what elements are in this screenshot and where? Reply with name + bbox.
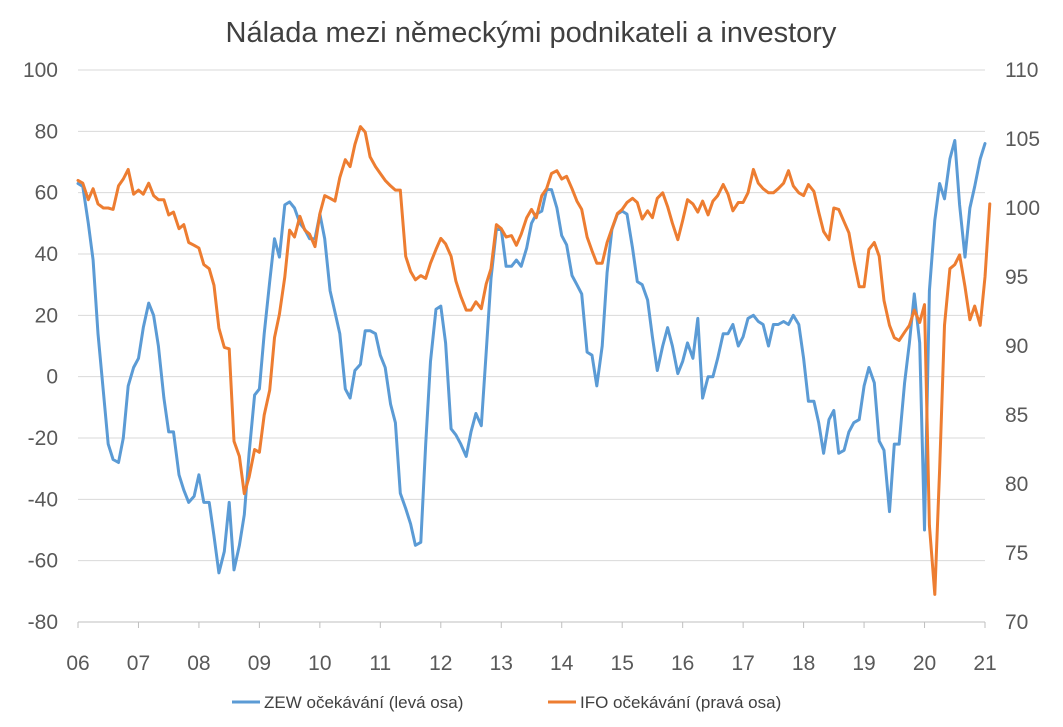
- x-tick-label: 19: [852, 652, 875, 675]
- x-tick-label: 13: [490, 652, 513, 675]
- right-tick-label: 70: [1005, 611, 1028, 634]
- right-tick-label: 80: [1005, 473, 1028, 496]
- x-tick-label: 20: [913, 652, 936, 675]
- left-tick-label: 60: [35, 182, 58, 205]
- left-tick-label: -60: [28, 550, 58, 573]
- chart-title: Nálada mezi německými podnikateli a inve…: [226, 17, 837, 49]
- series-line-1: [76, 125, 992, 596]
- x-tick-label: 06: [66, 652, 89, 675]
- left-tick-label: 80: [35, 120, 58, 143]
- right-tick-label: 75: [1005, 542, 1028, 565]
- left-tick-label: -40: [28, 488, 58, 511]
- left-tick-label: 100: [23, 59, 58, 82]
- x-tick-label: 09: [248, 652, 271, 675]
- left-tick-label: 0: [46, 366, 58, 389]
- right-tick-label: 85: [1005, 404, 1028, 427]
- x-tick-label: 16: [671, 652, 694, 675]
- legend-label-1: IFO očekávání (pravá osa): [580, 693, 781, 712]
- left-axis-ticks: 100 80 60 40 20 0 -20 -40 -60 -80: [23, 59, 58, 634]
- x-tick-label: 07: [127, 652, 150, 675]
- right-tick-label: 90: [1005, 335, 1028, 358]
- x-tick-label: 08: [187, 652, 210, 675]
- x-tick-label: 10: [308, 652, 331, 675]
- right-tick-label: 110: [1005, 59, 1038, 82]
- right-tick-label: 100: [1005, 197, 1040, 220]
- series-lines: [76, 125, 992, 596]
- right-tick-label: 105: [1005, 128, 1040, 151]
- x-tick-label: 17: [731, 652, 754, 675]
- left-tick-label: -20: [28, 427, 58, 450]
- left-tick-label: 40: [35, 243, 58, 266]
- right-tick-label: 95: [1005, 266, 1028, 289]
- legend: ZEW očekávání (levá osa) IFO očekávání (p…: [232, 693, 781, 712]
- x-tick-label: 12: [429, 652, 452, 675]
- x-tick-label: 11: [369, 652, 391, 675]
- left-tick-label: -80: [28, 611, 58, 634]
- x-tick-label: 21: [973, 652, 996, 675]
- x-tick-label: 18: [792, 652, 815, 675]
- left-tick-label: 20: [35, 304, 58, 327]
- series-line-0: [76, 139, 987, 575]
- x-tick-label: 15: [611, 652, 634, 675]
- right-axis-ticks: 110 105 100 95 90 85 80 75 70: [1005, 59, 1040, 634]
- legend-label-0: ZEW očekávání (levá osa): [264, 693, 463, 712]
- x-tick-label: 14: [550, 652, 574, 675]
- x-axis-ticks: 06 07 08 09 10 11 12 13 14 15 16 17 18 19 20 21: [66, 622, 997, 675]
